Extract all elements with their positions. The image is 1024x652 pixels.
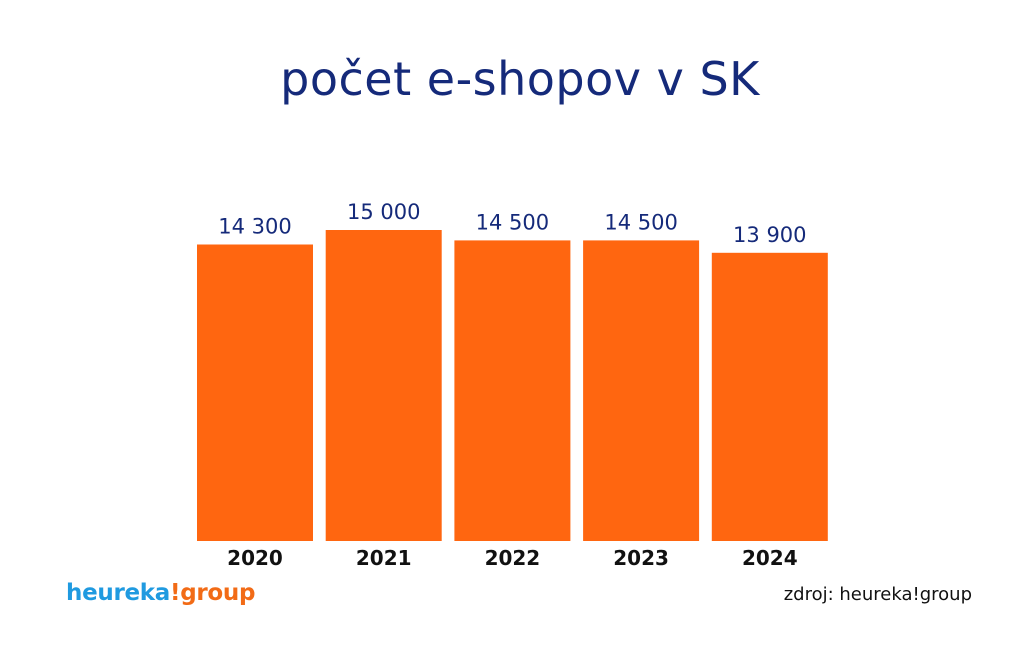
value-label-2020: 14 300 (218, 215, 291, 239)
bar-2022 (454, 240, 571, 541)
value-label-2024: 13 900 (733, 223, 806, 247)
bar-2020 (197, 244, 313, 541)
logo-part-group: !group (170, 580, 256, 606)
x-tick-label-2021: 2021 (356, 546, 412, 570)
bar-2023 (583, 240, 700, 541)
logo-part-heureka: heureka (66, 580, 171, 606)
bar-2021 (325, 230, 442, 541)
value-label-2023: 14 500 (604, 210, 677, 234)
bar-2024 (711, 252, 828, 542)
source-note: zdroj: heureka!group (783, 584, 972, 605)
x-tick-label-2022: 2022 (485, 546, 541, 570)
x-tick-label-2024: 2024 (742, 546, 798, 570)
value-label-2021: 15 000 (347, 200, 420, 224)
x-tick-label-2020: 2020 (227, 546, 283, 570)
x-tick-label-2023: 2023 (613, 546, 669, 570)
value-label-2022: 14 500 (476, 210, 549, 234)
chart-title: počet e-shopov v SK (280, 52, 760, 106)
heureka-group-logo: heureka!group (66, 580, 255, 606)
